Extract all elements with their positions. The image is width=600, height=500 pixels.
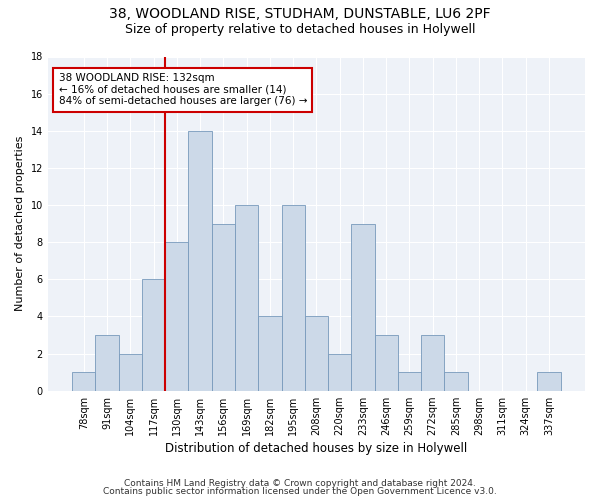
Bar <box>165 242 188 390</box>
Bar <box>281 205 305 390</box>
Bar <box>119 354 142 391</box>
Bar <box>421 335 445 390</box>
Text: 38, WOODLAND RISE, STUDHAM, DUNSTABLE, LU6 2PF: 38, WOODLAND RISE, STUDHAM, DUNSTABLE, L… <box>109 8 491 22</box>
Bar <box>398 372 421 390</box>
Bar <box>305 316 328 390</box>
Bar <box>538 372 560 390</box>
Bar <box>212 224 235 390</box>
Bar <box>445 372 467 390</box>
Y-axis label: Number of detached properties: Number of detached properties <box>15 136 25 312</box>
Bar <box>142 280 165 390</box>
Bar <box>351 224 374 390</box>
Bar <box>188 131 212 390</box>
Bar <box>72 372 95 390</box>
Text: Contains public sector information licensed under the Open Government Licence v3: Contains public sector information licen… <box>103 487 497 496</box>
Text: Contains HM Land Registry data © Crown copyright and database right 2024.: Contains HM Land Registry data © Crown c… <box>124 478 476 488</box>
X-axis label: Distribution of detached houses by size in Holywell: Distribution of detached houses by size … <box>165 442 467 455</box>
Bar <box>258 316 281 390</box>
Bar <box>235 205 258 390</box>
Bar <box>328 354 351 391</box>
Bar <box>374 335 398 390</box>
Text: 38 WOODLAND RISE: 132sqm
← 16% of detached houses are smaller (14)
84% of semi-d: 38 WOODLAND RISE: 132sqm ← 16% of detach… <box>59 73 307 106</box>
Bar <box>95 335 119 390</box>
Text: Size of property relative to detached houses in Holywell: Size of property relative to detached ho… <box>125 22 475 36</box>
